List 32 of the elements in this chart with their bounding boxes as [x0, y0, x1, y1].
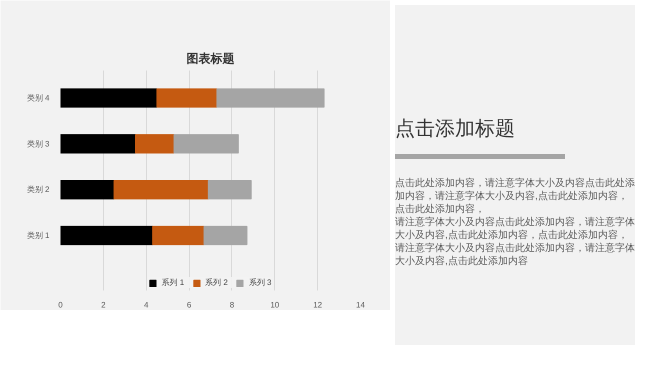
text: 请注意字体大小及内容点击此处添加内容，请注意字体大小及内容,点击此处添加内容: [395, 242, 635, 268]
bar: [60, 88, 158, 108]
bar: [60, 180, 115, 200]
legend-label: 系列 3: [248, 277, 272, 288]
y-tick-label: 类别 3: [26, 139, 50, 148]
bar: [204, 226, 248, 246]
y-tick-label: 类别 4: [26, 94, 50, 102]
x-tick-label: 12: [313, 300, 323, 310]
x-tick-label: 14: [356, 300, 366, 310]
legend-label: 系列 1: [161, 277, 184, 288]
bar: [208, 180, 252, 200]
bar: [60, 226, 154, 246]
x-tick-label: 10: [270, 300, 280, 310]
text: 请注意字体大小及内容点击此处添加内容，请注意字体大小及内容,点击此处添加内容，点击此处添加内容，: [395, 216, 635, 242]
x-tick-label: 6: [186, 300, 192, 310]
x-tick-label: 4: [144, 300, 149, 310]
chart-title: 图表标题: [186, 52, 234, 66]
text: 点击添加标题: [395, 117, 516, 142]
text: 点击此处添加内容，请注意字体大小及内容点击此处添加内容，请注意字体大小及内容,点击此处添加内容，点击此处添加内容，: [395, 176, 635, 216]
y-tick-label: 类别 1: [26, 231, 50, 240]
bar: [156, 88, 218, 108]
bar: [174, 134, 239, 154]
bar: [114, 180, 209, 200]
x-tick-label: 0: [58, 300, 64, 310]
y-tick-label: 类别 2: [26, 185, 50, 194]
x-tick-label: 8: [230, 300, 235, 310]
bar: [216, 88, 325, 108]
bar: [152, 226, 205, 246]
legend-label: 系列 2: [205, 277, 228, 288]
x-tick-label: 2: [101, 300, 106, 310]
bar: [60, 134, 136, 154]
bar: [135, 134, 175, 154]
